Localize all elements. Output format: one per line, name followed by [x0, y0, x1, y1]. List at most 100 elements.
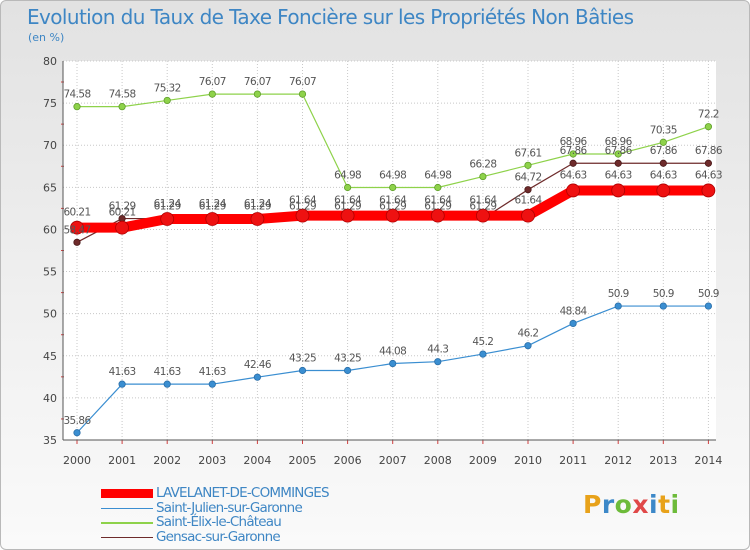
data-point	[208, 380, 216, 388]
data-label: 61.24	[199, 198, 227, 210]
x-tick-label: 2004	[243, 454, 271, 467]
data-label: 76.07	[199, 76, 226, 88]
data-point	[659, 159, 667, 167]
y-tick-label: 75	[43, 97, 57, 110]
logo-letter: P	[583, 490, 602, 519]
data-point	[253, 90, 261, 98]
data-point	[163, 96, 171, 105]
plot-area	[63, 61, 716, 440]
data-point	[298, 90, 307, 98]
data-point	[569, 319, 577, 328]
data-point	[73, 103, 81, 111]
data-label: 45.2	[472, 336, 493, 348]
data-label: 44.3	[427, 344, 448, 356]
data-label: 72.2	[698, 109, 719, 121]
data-label: 50.9	[698, 288, 719, 300]
legend-swatch	[101, 536, 153, 538]
legend-swatch	[101, 489, 153, 498]
y-tick-label: 65	[43, 181, 57, 194]
data-point	[524, 186, 532, 194]
data-point	[205, 212, 220, 226]
data-label: 61.29	[199, 201, 226, 213]
data-point	[295, 208, 310, 223]
data-point	[115, 220, 129, 235]
data-point	[389, 359, 397, 368]
data-label: 61.29	[244, 201, 271, 213]
data-label: 61.29	[109, 201, 136, 213]
data-point	[160, 212, 175, 226]
data-label: 43.25	[334, 353, 361, 365]
data-label: 60.21	[63, 207, 90, 219]
data-point	[566, 183, 580, 198]
logo-letter: i	[649, 490, 659, 519]
y-tick-label: 55	[43, 266, 57, 279]
x-tick-label: 2008	[424, 454, 452, 467]
data-point	[118, 380, 126, 388]
data-point	[70, 220, 84, 235]
logo-letter: t	[658, 490, 671, 519]
data-label: 74.58	[63, 89, 90, 101]
data-point	[208, 90, 216, 98]
data-label: 58.47	[63, 224, 90, 236]
chart-title: Evolution du Taux de Taxe Foncière sur l…	[27, 5, 634, 29]
data-label: 64.98	[334, 170, 361, 182]
y-tick-label: 35	[43, 434, 57, 447]
data-label: 35.86	[63, 415, 91, 427]
x-tick-label: 2011	[559, 454, 587, 467]
data-label: 61.24	[154, 198, 182, 210]
x-tick-label: 2013	[649, 454, 677, 467]
data-label: 76.07	[289, 76, 316, 88]
y-tick-label: 45	[43, 350, 57, 363]
x-tick-label: 2001	[108, 454, 136, 467]
data-label: 64.63	[650, 169, 677, 181]
y-tick-label: 60	[43, 223, 57, 236]
data-point	[614, 302, 622, 310]
data-point	[73, 238, 81, 246]
data-point	[475, 208, 490, 223]
y-tick-label: 50	[43, 308, 57, 321]
data-label: 42.46	[244, 359, 272, 371]
logo-letter: i	[670, 490, 680, 519]
data-point	[479, 350, 487, 358]
data-point	[479, 172, 487, 181]
data-point	[524, 342, 532, 350]
data-label: 61.29	[379, 201, 406, 213]
data-point	[701, 183, 716, 198]
x-tick-label: 2009	[469, 454, 497, 467]
data-label: 67.86	[605, 145, 633, 157]
data-label: 67.86	[560, 145, 588, 157]
data-label: 50.9	[653, 288, 674, 300]
data-label: 64.63	[560, 169, 587, 181]
data-label: 66.28	[469, 159, 496, 171]
data-point	[434, 358, 442, 366]
legend-label: LAVELANET-DE-COMMINGES	[156, 485, 330, 501]
x-tick-label: 2003	[198, 454, 226, 467]
data-label: 41.63	[109, 366, 136, 378]
data-label: 64.63	[695, 169, 722, 181]
data-point	[250, 212, 265, 226]
data-label: 60.21	[109, 207, 136, 219]
data-point	[614, 150, 622, 158]
data-point	[704, 159, 713, 167]
data-point	[659, 302, 667, 310]
x-tick-label: 2000	[63, 454, 91, 467]
data-label: 61.29	[469, 201, 496, 213]
data-point	[569, 159, 577, 167]
data-label: 61.29	[334, 201, 361, 213]
data-point	[298, 366, 307, 375]
y-tick-label: 40	[43, 392, 57, 405]
legend-swatch	[101, 522, 153, 524]
data-point	[343, 366, 352, 375]
y-tick-label: 70	[43, 139, 57, 152]
data-point	[389, 183, 397, 192]
data-label: 61.64	[379, 195, 407, 207]
logo-letter: x	[632, 490, 649, 519]
data-point	[524, 161, 532, 169]
data-label: 75.32	[154, 82, 181, 94]
series-1	[73, 302, 713, 437]
data-label: 64.98	[379, 170, 406, 182]
data-label: 67.61	[514, 147, 541, 159]
data-point	[569, 150, 577, 158]
data-point	[521, 208, 535, 223]
data-point	[659, 138, 667, 146]
